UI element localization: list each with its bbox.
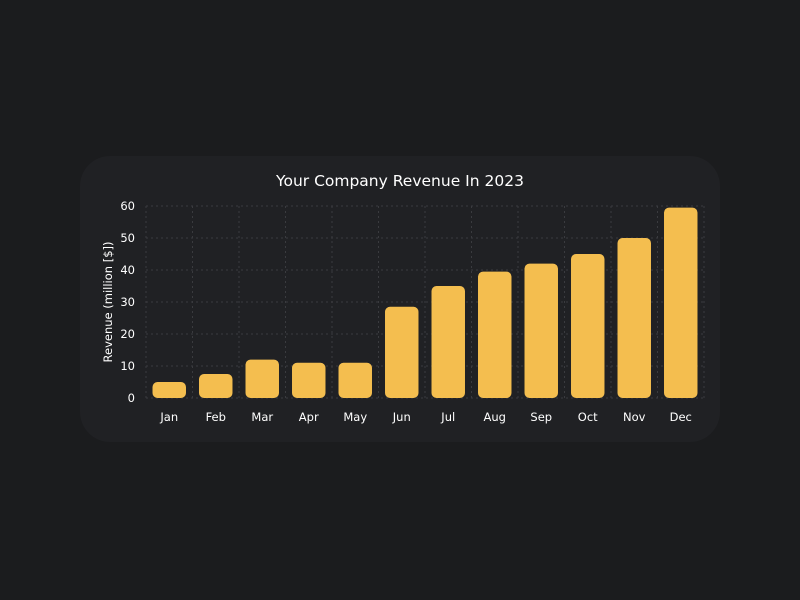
- y-tick-label: 40: [120, 263, 135, 277]
- x-tick-label: May: [343, 410, 367, 424]
- x-axis-ticks: Jan Feb Mar Apr May Jun Jul Aug Sep Oct Nov Dec: [159, 410, 692, 424]
- bar-aug[interactable]: [478, 271, 512, 398]
- bar-nov[interactable]: [617, 238, 651, 398]
- bar-jun[interactable]: [385, 306, 419, 398]
- y-tick-label: 50: [120, 231, 135, 245]
- y-axis-label: Revenue (million [$]): [101, 242, 115, 363]
- y-tick-label: 60: [120, 199, 135, 213]
- x-tick-label: Nov: [623, 410, 646, 424]
- bar-sep[interactable]: [524, 263, 558, 398]
- x-tick-label: Sep: [530, 410, 552, 424]
- x-tick-label: Jan: [159, 410, 178, 424]
- x-tick-label: Jun: [392, 410, 411, 424]
- grid: [145, 205, 705, 399]
- y-tick-label: 0: [128, 391, 135, 405]
- bar-mar[interactable]: [245, 359, 279, 398]
- x-tick-label: Apr: [299, 410, 319, 424]
- bar-feb[interactable]: [199, 374, 233, 398]
- y-tick-label: 30: [120, 295, 135, 309]
- x-tick-label: Jul: [440, 410, 455, 424]
- x-tick-label: Aug: [484, 410, 506, 424]
- x-tick-label: Oct: [578, 410, 598, 424]
- x-tick-label: Feb: [206, 410, 226, 424]
- x-tick-label: Dec: [670, 410, 692, 424]
- bar-jul[interactable]: [431, 286, 465, 398]
- bar-dec[interactable]: [664, 207, 698, 398]
- bars: [152, 207, 698, 398]
- bar-oct[interactable]: [571, 254, 605, 398]
- y-axis-ticks: 0 10 20 30 40 50 60: [120, 199, 135, 405]
- chart-title: Your Company Revenue In 2023: [275, 172, 524, 190]
- bar-may[interactable]: [338, 362, 372, 398]
- x-tick-label: Mar: [251, 410, 273, 424]
- y-tick-label: 10: [120, 359, 135, 373]
- bar-jan[interactable]: [152, 382, 186, 398]
- y-tick-label: 20: [120, 327, 135, 341]
- bar-apr[interactable]: [292, 362, 326, 398]
